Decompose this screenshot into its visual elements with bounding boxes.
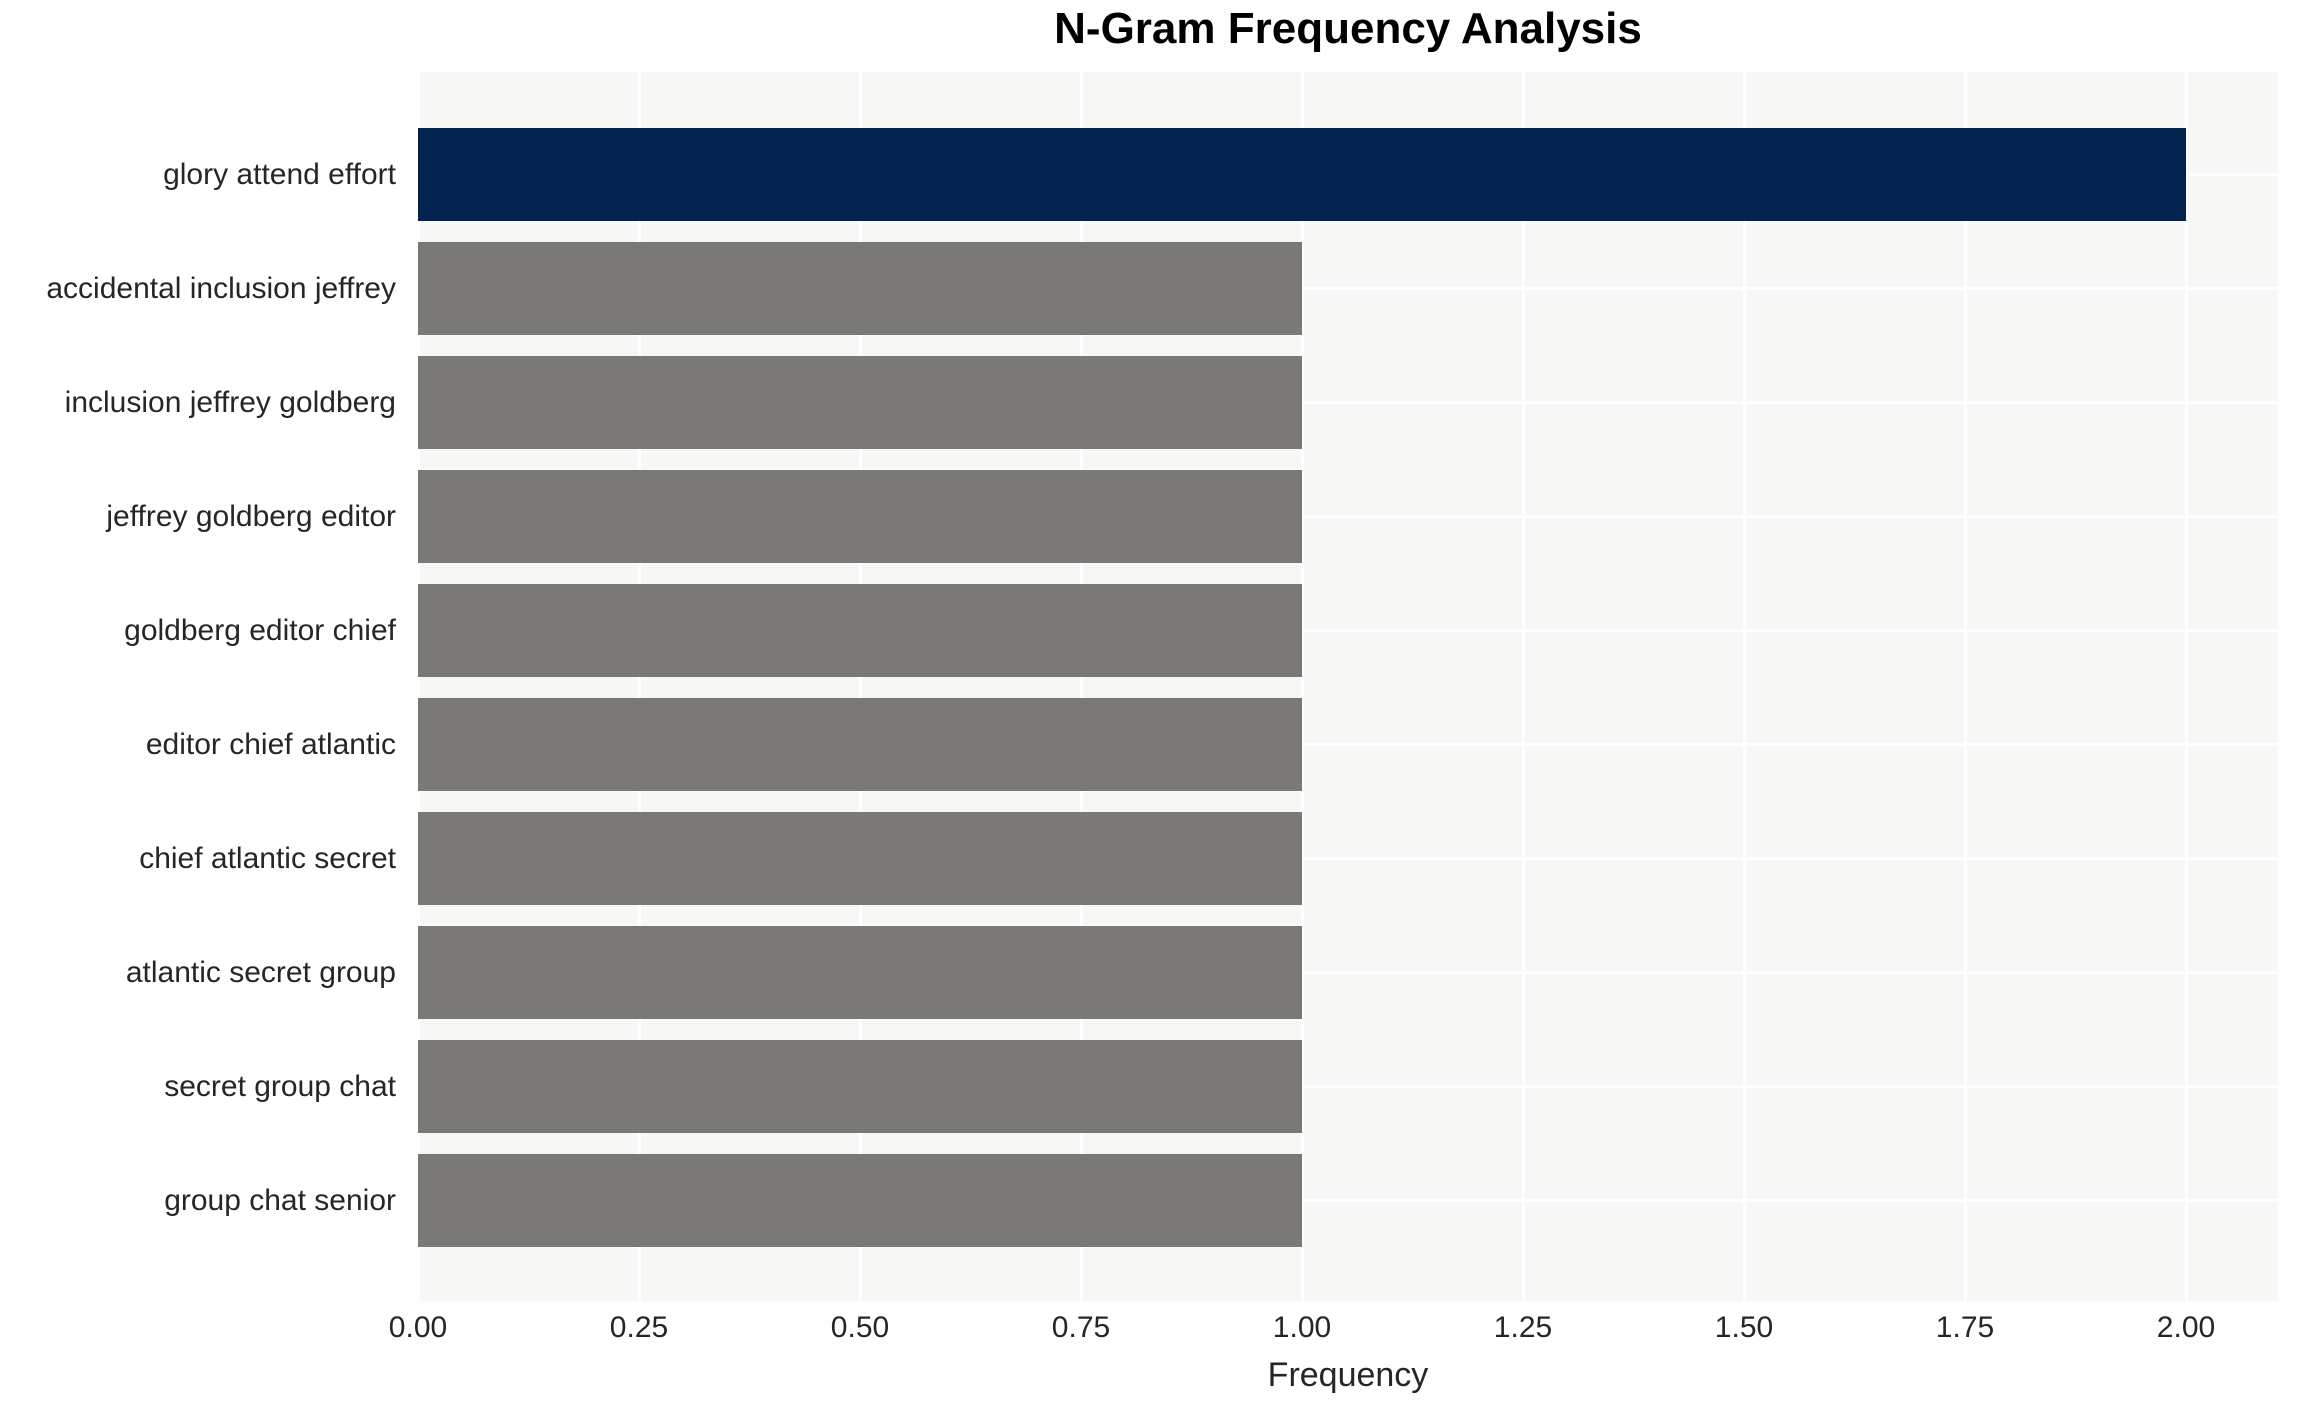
x-tick-label: 0.75 bbox=[1051, 1311, 1111, 1344]
gridline-vertical bbox=[418, 72, 420, 1301]
y-tick-label: jeffrey goldberg editor bbox=[106, 499, 396, 533]
x-tick-label: 1.50 bbox=[1714, 1311, 1774, 1344]
bar-glory-attend-effort bbox=[418, 128, 2186, 221]
gridline-vertical bbox=[1300, 72, 1304, 1301]
bar-jeffrey-goldberg-editor bbox=[418, 470, 1302, 563]
y-tick-label: chief atlantic secret bbox=[139, 841, 396, 875]
y-tick-label: inclusion jeffrey goldberg bbox=[64, 385, 396, 419]
x-tick-label: 1.75 bbox=[1935, 1311, 1995, 1344]
chart-title: N-Gram Frequency Analysis bbox=[1054, 4, 1642, 53]
y-tick-label: atlantic secret group bbox=[125, 955, 396, 989]
y-tick-label: accidental inclusion jeffrey bbox=[46, 271, 396, 305]
bar-inclusion-jeffrey-goldberg bbox=[418, 356, 1302, 449]
bar-goldberg-editor-chief bbox=[418, 584, 1302, 677]
x-axis-label: Frequency bbox=[1267, 1356, 1429, 1394]
bar-editor-chief-atlantic bbox=[418, 698, 1302, 791]
bar-chief-atlantic-secret bbox=[418, 812, 1302, 905]
x-tick-label: 1.00 bbox=[1272, 1311, 1332, 1344]
y-tick-label: goldberg editor chief bbox=[124, 613, 396, 647]
gridline-horizontal bbox=[418, 971, 2278, 974]
y-tick-label: editor chief atlantic bbox=[145, 727, 396, 761]
bar-secret-group-chat bbox=[418, 1040, 1302, 1133]
gridline-vertical bbox=[1742, 72, 1746, 1301]
y-tick-label: group chat senior bbox=[164, 1183, 396, 1217]
gridline-vertical bbox=[2184, 72, 2188, 1301]
gridline-vertical bbox=[637, 72, 641, 1301]
gridline-horizontal bbox=[418, 629, 2278, 632]
gridline-vertical bbox=[1079, 72, 1083, 1301]
gridline-vertical bbox=[858, 72, 862, 1301]
bar-accidental-inclusion-jeffrey bbox=[418, 242, 1302, 335]
gridline-vertical bbox=[1963, 72, 1967, 1301]
gridline-horizontal bbox=[418, 401, 2278, 404]
y-tick-label: glory attend effort bbox=[163, 157, 396, 191]
gridline-horizontal bbox=[418, 743, 2278, 746]
y-tick-label: secret group chat bbox=[164, 1069, 396, 1103]
gridline-horizontal bbox=[418, 287, 2278, 290]
bar-atlantic-secret-group bbox=[418, 926, 1302, 1019]
x-tick-label: 0.00 bbox=[388, 1311, 448, 1344]
x-tick-label: 0.25 bbox=[609, 1311, 669, 1344]
x-tick-label: 1.25 bbox=[1493, 1311, 1553, 1344]
gridline-vertical bbox=[1521, 72, 1525, 1301]
gridline-horizontal bbox=[418, 1085, 2278, 1088]
gridline-horizontal bbox=[418, 1199, 2278, 1202]
bar-group-chat-senior bbox=[418, 1154, 1302, 1247]
x-tick-label: 0.50 bbox=[830, 1311, 890, 1344]
gridline-horizontal bbox=[418, 515, 2278, 518]
gridline-horizontal bbox=[418, 857, 2278, 860]
plot-area bbox=[418, 72, 2278, 1301]
x-tick-label: 2.00 bbox=[2156, 1311, 2216, 1344]
